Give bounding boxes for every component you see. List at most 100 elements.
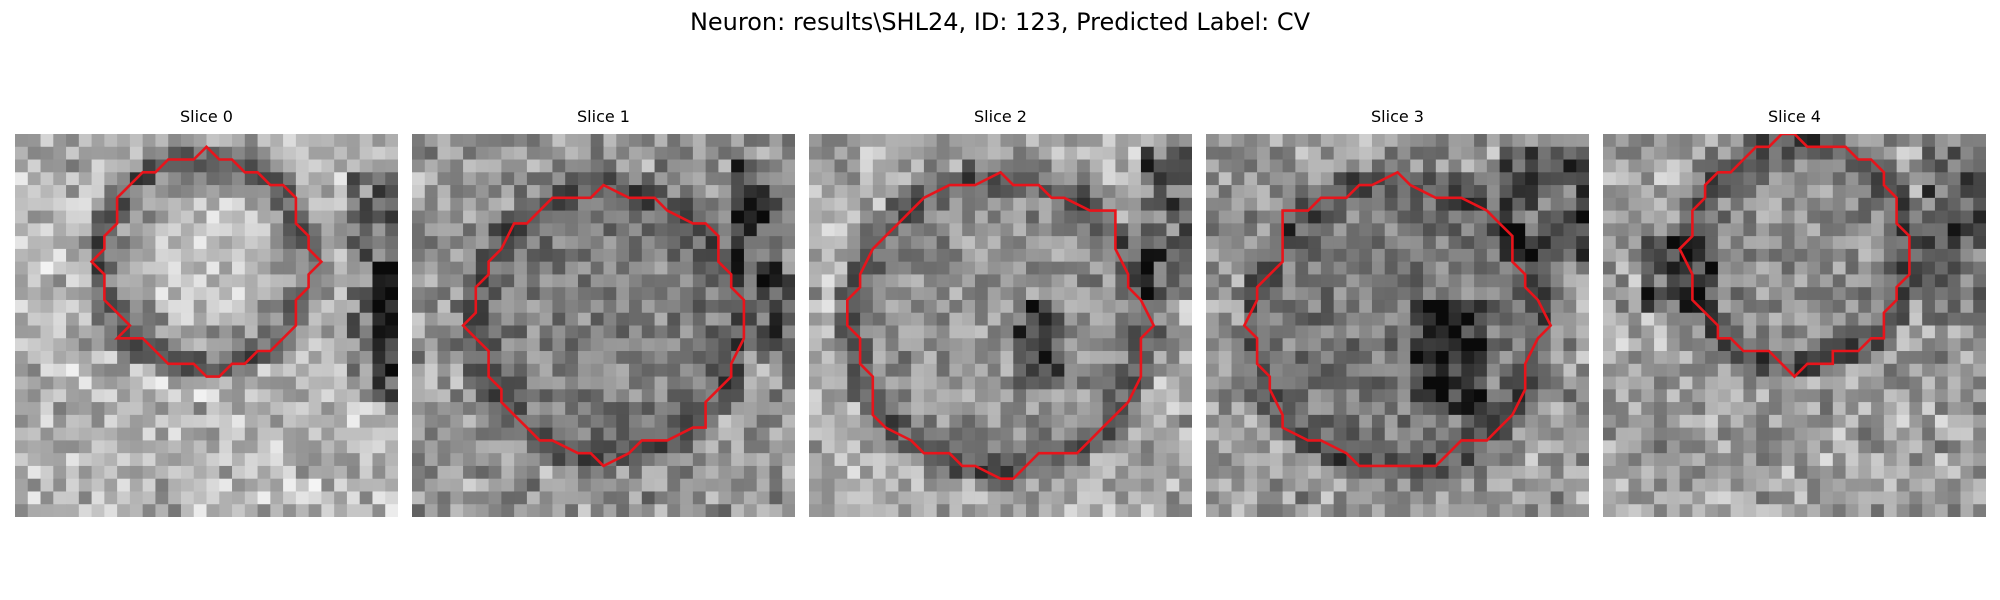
pixel-cell bbox=[1705, 504, 1719, 517]
pixel-cell bbox=[1397, 274, 1411, 288]
pixel-cell bbox=[847, 185, 861, 199]
pixel-cell bbox=[987, 363, 1001, 378]
pixel-cell bbox=[1089, 312, 1104, 326]
pixel-cell bbox=[346, 236, 361, 250]
pixel-cell bbox=[1756, 478, 1770, 492]
pixel-cell bbox=[1563, 402, 1577, 416]
pixel-cell bbox=[616, 338, 630, 352]
pixel-cell bbox=[654, 159, 668, 173]
pixel-cell bbox=[1615, 210, 1630, 224]
pixel-cell bbox=[577, 172, 592, 186]
pixel-cell bbox=[718, 465, 732, 480]
pixel-cell bbox=[270, 210, 284, 224]
pixel-cell bbox=[27, 402, 42, 416]
pixel-cell bbox=[1077, 504, 1091, 517]
pixel-cell bbox=[1563, 223, 1577, 237]
pixel-cell bbox=[475, 261, 490, 275]
pixel-cell bbox=[1026, 146, 1040, 161]
pixel-cell bbox=[270, 299, 284, 314]
pixel-cell bbox=[654, 389, 668, 403]
pixel-cell bbox=[334, 146, 348, 161]
pixel-cell bbox=[372, 338, 386, 352]
pixel-cell bbox=[1333, 197, 1347, 212]
pixel-cell bbox=[1206, 172, 1220, 186]
pixel-cell bbox=[1038, 465, 1053, 480]
pixel-cell bbox=[1282, 172, 1296, 186]
pixel-cell bbox=[1641, 414, 1655, 429]
pixel-cell bbox=[1486, 146, 1501, 161]
pixel-cell bbox=[346, 299, 361, 314]
pixel-cell bbox=[193, 223, 207, 237]
pixel-cell bbox=[501, 325, 515, 339]
pixel-cell bbox=[1563, 414, 1577, 429]
pixel-cell bbox=[1320, 261, 1335, 275]
pixel-cell bbox=[78, 504, 93, 517]
pixel-cell bbox=[1922, 504, 1936, 517]
pixel-cell bbox=[565, 363, 579, 378]
pixel-cell bbox=[1858, 146, 1872, 161]
pixel-cell bbox=[1947, 325, 1961, 339]
pixel-cell bbox=[1166, 210, 1180, 224]
pixel-cell bbox=[1206, 210, 1220, 224]
pixel-cell bbox=[1140, 465, 1155, 480]
pixel-cell bbox=[809, 338, 823, 352]
pixel-cell bbox=[1206, 351, 1220, 365]
pixel-cell bbox=[1206, 312, 1220, 326]
pixel-cell bbox=[539, 440, 553, 454]
pixel-cell bbox=[1089, 414, 1104, 429]
pixel-cell bbox=[1576, 223, 1589, 237]
pixel-cell bbox=[718, 427, 732, 441]
pixel-cell bbox=[15, 338, 29, 352]
pixel-cell bbox=[514, 491, 528, 505]
pixel-cell bbox=[1641, 248, 1655, 263]
pixel-cell bbox=[949, 210, 963, 224]
pixel-cell bbox=[1064, 491, 1078, 505]
pixel-cell bbox=[987, 210, 1001, 224]
pixel-cell bbox=[526, 491, 541, 505]
pixel-cell bbox=[514, 299, 528, 314]
pixel-cell bbox=[27, 197, 42, 212]
pixel-cell bbox=[1654, 274, 1668, 288]
pixel-cell bbox=[1705, 236, 1719, 250]
pixel-cell bbox=[180, 414, 195, 429]
pixel-cell bbox=[641, 376, 656, 390]
pixel-cell bbox=[346, 134, 361, 148]
pixel-cell bbox=[270, 504, 284, 517]
pixel-cell bbox=[78, 389, 93, 403]
pixel-cell bbox=[590, 351, 604, 365]
pixel-cell bbox=[142, 312, 156, 326]
pixel-cell bbox=[1960, 414, 1974, 429]
pixel-cell bbox=[936, 134, 950, 148]
pixel-cell bbox=[616, 287, 630, 301]
pixel-cell bbox=[1397, 440, 1411, 454]
pixel-cell bbox=[1973, 287, 1986, 301]
pixel-cell bbox=[1359, 414, 1373, 429]
pixel-cell bbox=[1973, 389, 1986, 403]
pixel-cell bbox=[1705, 325, 1719, 339]
pixel-cell bbox=[743, 134, 758, 148]
pixel-cell bbox=[629, 491, 643, 505]
pixel-cell bbox=[385, 197, 398, 212]
pixel-cell bbox=[424, 389, 439, 403]
pixel-cell bbox=[705, 159, 719, 173]
pixel-cell bbox=[834, 261, 848, 275]
pixel-cell bbox=[1525, 146, 1539, 161]
pixel-cell bbox=[1537, 172, 1552, 186]
pixel-cell bbox=[66, 299, 80, 314]
pixel-cell bbox=[1973, 325, 1986, 339]
pixel-cell bbox=[155, 363, 169, 378]
pixel-cell bbox=[295, 248, 310, 263]
pixel-cell bbox=[1960, 159, 1974, 173]
pixel-cell bbox=[1038, 325, 1053, 339]
pixel-cell bbox=[244, 197, 259, 212]
pixel-cell bbox=[834, 248, 848, 263]
pixel-cell bbox=[359, 504, 373, 517]
pixel-cell bbox=[680, 351, 694, 365]
pixel-cell bbox=[962, 312, 976, 326]
pixel-cell bbox=[437, 325, 451, 339]
pixel-cell bbox=[1051, 236, 1065, 250]
pixel-cell bbox=[1038, 159, 1053, 173]
pixel-cell bbox=[1064, 402, 1078, 416]
pixel-cell bbox=[1845, 223, 1859, 237]
pixel-cell bbox=[565, 248, 579, 263]
